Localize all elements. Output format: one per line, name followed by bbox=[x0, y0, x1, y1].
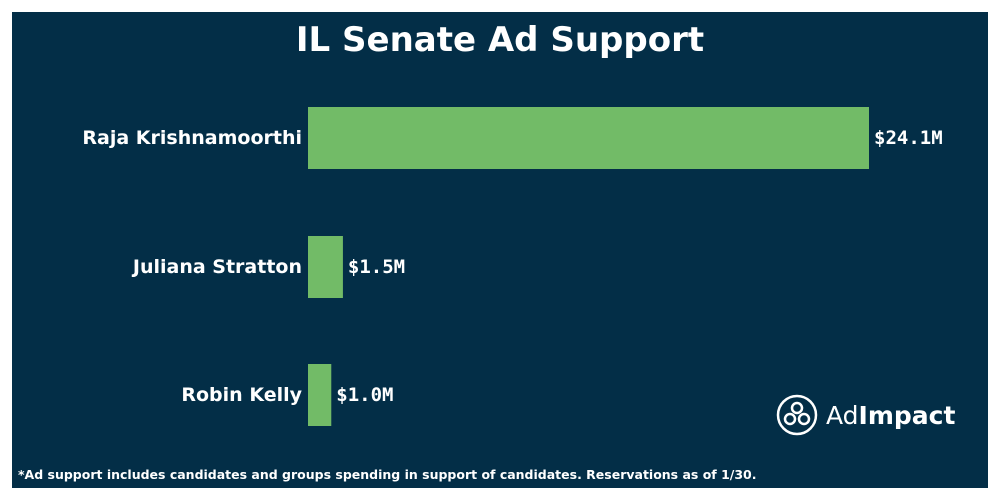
category-label-2: Robin Kelly bbox=[181, 384, 302, 406]
chart-panel: IL Senate Ad Support Raja Krishnamoorthi… bbox=[12, 12, 988, 488]
bar-1 bbox=[308, 236, 343, 298]
bar-0 bbox=[308, 107, 869, 169]
category-label-0: Raja Krishnamoorthi bbox=[82, 127, 302, 149]
footnote: *Ad support includes candidates and grou… bbox=[18, 467, 757, 482]
value-label-1: $1.5M bbox=[348, 256, 405, 278]
adimpact-logo-icon bbox=[776, 394, 818, 436]
logo-text-part1: Ad bbox=[826, 400, 859, 430]
category-label-1: Juliana Stratton bbox=[131, 256, 302, 278]
bar-2 bbox=[308, 364, 332, 426]
bar-chart: Raja Krishnamoorthi $24.1M Juliana Stratto… bbox=[82, 107, 943, 426]
chart-title: IL Senate Ad Support bbox=[295, 20, 705, 60]
value-label-0: $24.1M bbox=[874, 127, 943, 149]
adimpact-logo-text: AdImpact bbox=[826, 401, 955, 430]
value-label-2: $1.0M bbox=[336, 384, 393, 406]
logo-text-part2: Impact bbox=[858, 400, 956, 430]
adimpact-logo: AdImpact bbox=[776, 394, 955, 436]
